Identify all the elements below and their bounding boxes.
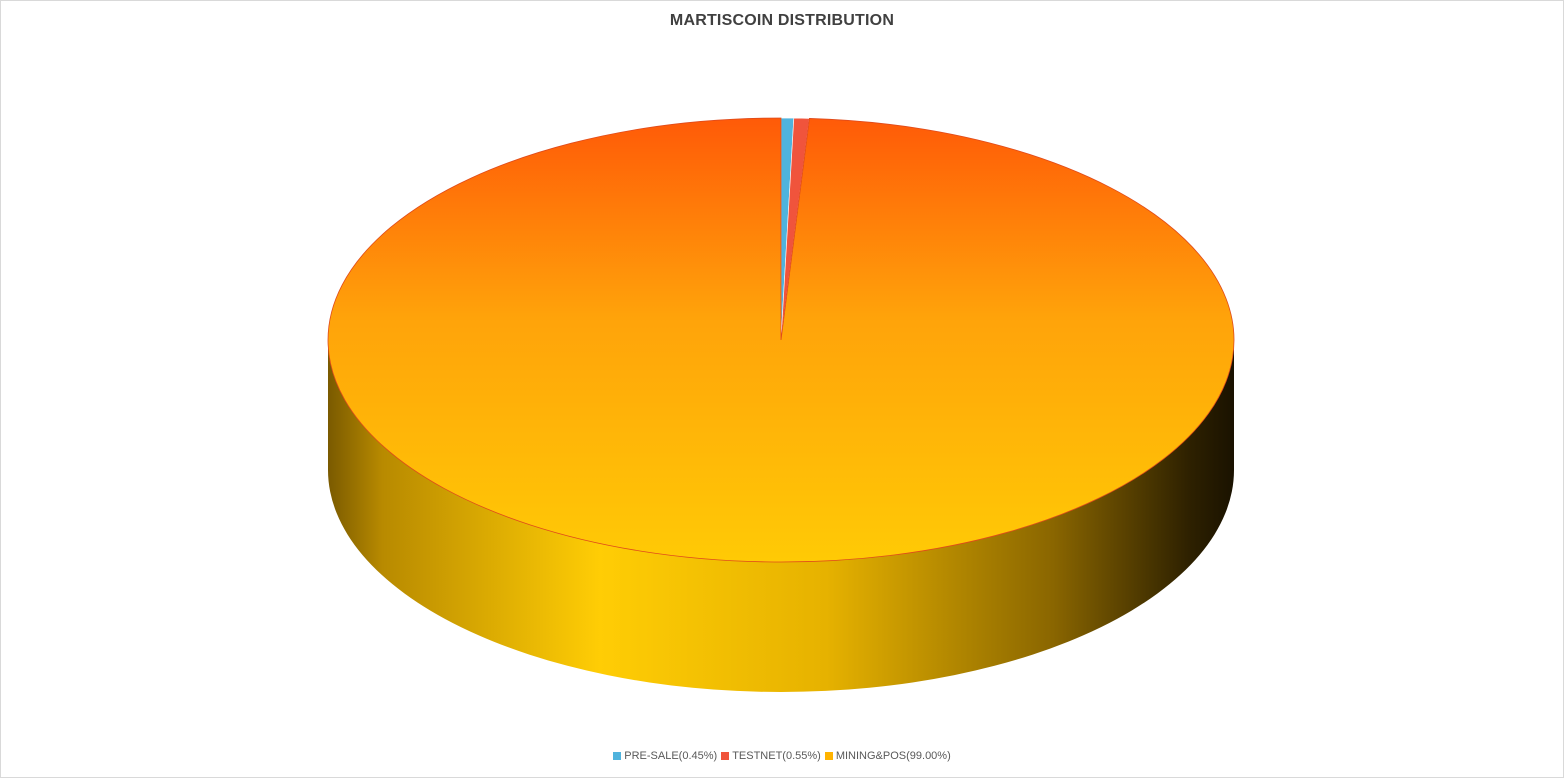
legend-swatch	[824, 752, 833, 760]
chart-legend: PRE-SALE(0.45%) TESTNET(0.55%) MINING&POS(…	[0, 750, 1564, 762]
legend-swatch	[721, 752, 730, 760]
legend-label: TESTNET(0.55%)	[732, 750, 821, 762]
legend-item-1: PRE-SALE(0.45%)	[613, 750, 717, 762]
legend-swatch	[613, 752, 622, 760]
legend-item-2: TESTNET(0.55%)	[721, 750, 821, 762]
legend-label: MINING&POS(99.00%)	[835, 750, 951, 762]
chart-title: MARTISCOIN DISTRIBUTION	[669, 12, 895, 29]
legend-label: PRE-SALE(0.45%)	[624, 750, 718, 762]
pie-slice-3	[327, 117, 1235, 563]
legend-item-3: MINING&POS(99.00%)	[824, 750, 951, 762]
pie-side-wall	[328, 340, 1234, 692]
